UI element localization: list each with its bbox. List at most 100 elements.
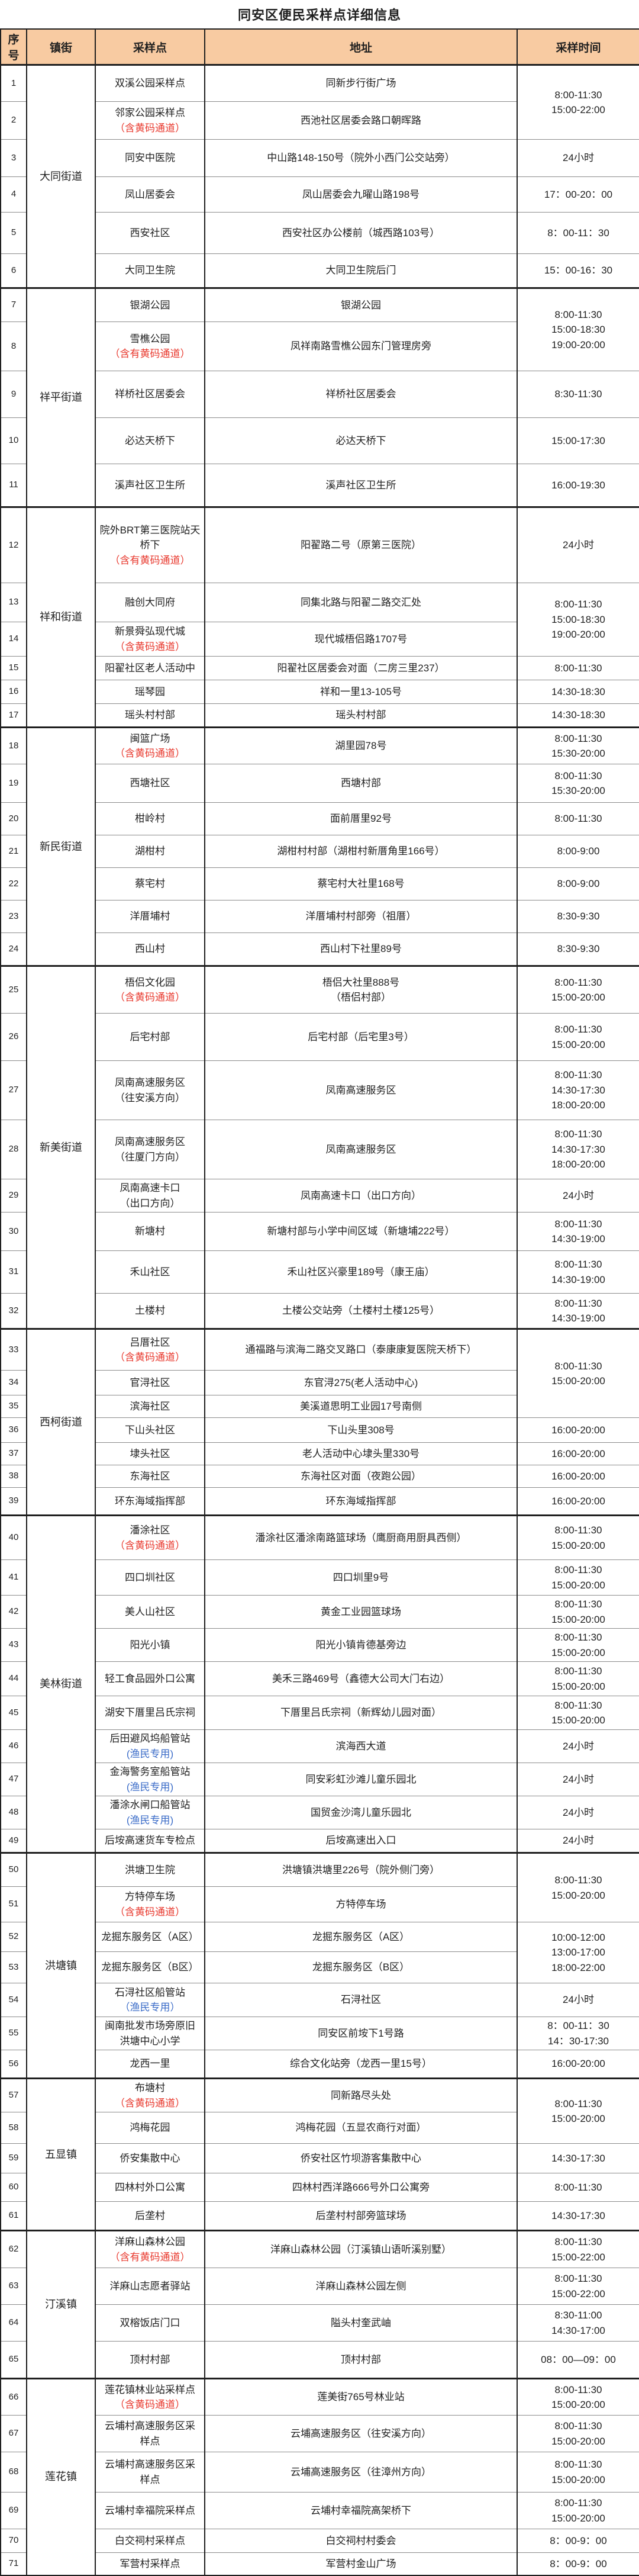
text-line: 鸿梅花园: [130, 2122, 170, 2134]
note-line-blue: (渔民专用): [126, 1748, 174, 1760]
text-line: 8：00-11：30: [547, 227, 609, 239]
text-line: 方特停车场: [335, 1898, 386, 1910]
text-line: 33: [8, 1344, 19, 1355]
text-line: 方特停车场: [125, 1891, 175, 1902]
row-number-cell: 32: [0, 1293, 27, 1329]
site-cell: 祥桥社区居委会: [95, 371, 205, 418]
site-cell: 四林村外口公寓: [95, 2173, 205, 2202]
text-line: 15:00-20:00: [551, 1680, 605, 1692]
text-line: 湖里园78号: [335, 740, 387, 752]
row-number-cell: 22: [0, 867, 27, 901]
row-number-cell: 43: [0, 1628, 27, 1662]
site-cell: 云埔村高速服务区采 样点: [95, 2452, 205, 2493]
text-line: 17：00-20：00: [544, 188, 613, 200]
sampling-table: 序号 镇街 采样点 地址 采样时间 1 大同街道 双溪公园采样点 同新步行街广场 8:0…: [0, 28, 639, 2576]
text-line: 银湖公园: [130, 299, 170, 311]
text-line: 桥下: [140, 539, 160, 551]
text-line: 西池社区居委会路口朝晖路: [301, 114, 421, 126]
site-cell: 西塘社区: [95, 764, 205, 803]
table-row: 46 后田避风坞船管站 (渔民专用) 滨海西大道 24小时: [0, 1729, 639, 1763]
text-line: 23: [8, 911, 19, 921]
text-line: 19: [8, 777, 19, 788]
row-number-cell: 39: [0, 1487, 27, 1516]
address-cell: 西山村下社里89号: [204, 932, 517, 966]
text-line: 洪塘镇洪塘里226号（院外侧门旁）: [282, 1864, 440, 1876]
text-line: 凤山居委会: [125, 188, 175, 200]
text-line: 四林村西洋路666号外口公寓旁: [292, 2181, 430, 2193]
time-cell: 16:00-20:00: [517, 1417, 639, 1443]
text-line: 35: [8, 1401, 19, 1411]
text-line: 48: [8, 1807, 19, 1818]
text-line: 凤南高速服务区: [325, 1143, 396, 1155]
text-line: 63: [8, 2281, 19, 2291]
site-cell: 白交祠村采样点: [95, 2529, 205, 2553]
note-line-red: （含黄码通道）: [115, 1352, 185, 1363]
address-cell: 后垄村村部旁篮球场: [204, 2201, 517, 2231]
text-line: 18:00-20:00: [551, 1159, 605, 1170]
address-cell: 环东海域指挥部: [204, 1487, 517, 1516]
time-cell: 8：00-11：30 14：30-17:30: [517, 2017, 639, 2050]
text-line: 61: [8, 2210, 19, 2221]
time-cell: 8:00-11:30 15:00-20:00: [517, 2415, 639, 2452]
row-number-cell: 49: [0, 1829, 27, 1853]
text-line: 凤南高速服务区: [115, 1136, 185, 1147]
text-line: 阳翟社区老人活动中: [105, 662, 195, 674]
text-line: 42: [8, 1606, 19, 1617]
text-line: 银湖公园: [341, 299, 381, 311]
text-line: 轻工食品园外口公寓: [105, 1673, 195, 1684]
text-line: 必达天桥下: [125, 435, 175, 446]
time-cell: 8:00-11:30 15:00-22:00: [517, 2268, 639, 2305]
text-line: 24小时: [563, 1806, 594, 1818]
text-line: 8:00-11:30: [554, 1874, 602, 1886]
row-number-cell: 2: [0, 101, 27, 140]
site-cell: 云埔村幸福院采样点: [95, 2492, 205, 2529]
row-number-cell: 10: [0, 417, 27, 464]
table-row: 50 洪塘镇 洪塘卫生院 洪塘镇洪塘里226号（院外侧门旁） 8:00-11:30 15:…: [0, 1852, 639, 2079]
time-cell: 8:00-11:30 15:00-20:00: [517, 1661, 639, 1696]
text-line: 后田避风坞船管站: [109, 1733, 191, 1744]
row-number-cell: 13: [0, 583, 27, 622]
text-line: 70: [8, 2535, 19, 2546]
text-line: 24小时: [563, 539, 594, 551]
row-number-cell: 53: [0, 1951, 27, 1983]
text-line: 15:00-20:00: [551, 1038, 605, 1050]
text-line: 18: [8, 740, 19, 751]
row-number-cell: 1: [0, 64, 27, 102]
text-line: 滨海社区: [130, 1400, 170, 1412]
table-row: 7 祥平街道 银湖公园 银湖公园 8:00-11:30 15:00-18:30 19:00-…: [0, 287, 639, 507]
text-line: 土楼公交站旁（土楼村土楼125号）: [282, 1305, 440, 1317]
text-line: 洋厝埔村: [130, 911, 170, 922]
text-line: 东海社区: [130, 1470, 170, 1482]
text-line: 8:30-9:30: [557, 911, 600, 922]
text-line: 55: [8, 2028, 19, 2038]
time-cell: 8:00-11:30 15:00-20:00: [517, 1559, 639, 1596]
text-line: 45: [8, 1707, 19, 1718]
time-cell: 8:00-11:30 15:00-20:00: [517, 1013, 639, 1061]
table-row: 60 四林村外口公寓 四林村西洋路666号外口公寓旁 8:00-11:30: [0, 2173, 639, 2202]
text-line: 西山村: [135, 943, 165, 955]
address-cell: 银湖公园: [204, 287, 517, 322]
table-row: 9 祥桥社区居委会 祥桥社区居委会 8:30-11:30: [0, 371, 639, 418]
text-line: 新民街道: [40, 840, 82, 853]
address-cell: 云埔村幸福院高架桥下: [204, 2492, 517, 2529]
address-cell: 石浔社区: [204, 1983, 517, 2017]
address-cell: 阳翟社区居委会对面（二房三里237）: [204, 656, 517, 680]
site-cell: 环东海域指挥部: [95, 1487, 205, 1516]
text-line: 埭头社区: [130, 1448, 170, 1459]
text-line: 阳光小镇: [130, 1639, 170, 1651]
text-line: 必达天桥下: [335, 435, 386, 446]
table-row: 38 东海社区 东海社区对面（夜跑公园） 16:00-20:00: [0, 1465, 639, 1488]
address-cell: 祥和一里13-105号: [204, 680, 517, 704]
table-row: 22 蔡宅村 蔡宅村大社里168号 8:00-9:00: [0, 867, 639, 901]
text-line: 四林村外口公寓: [115, 2181, 185, 2193]
address-cell: 同安彩虹沙滩儿童乐园北: [204, 1763, 517, 1796]
text-line: 金海警务室船管站: [109, 1766, 191, 1777]
address-cell: 凤南高速服务区: [204, 1120, 517, 1179]
time-cell: 17：00-20：00: [517, 176, 639, 213]
text-line: 石浔社区船管站: [115, 1986, 185, 1998]
text-line: 下山头社区: [125, 1424, 175, 1436]
site-cell: 阳光小镇: [95, 1628, 205, 1662]
text-line: 大同卫生院后门: [325, 265, 396, 276]
town-cell: 西柯街道: [26, 1328, 95, 1516]
text-line: 后垄村: [135, 2210, 165, 2221]
